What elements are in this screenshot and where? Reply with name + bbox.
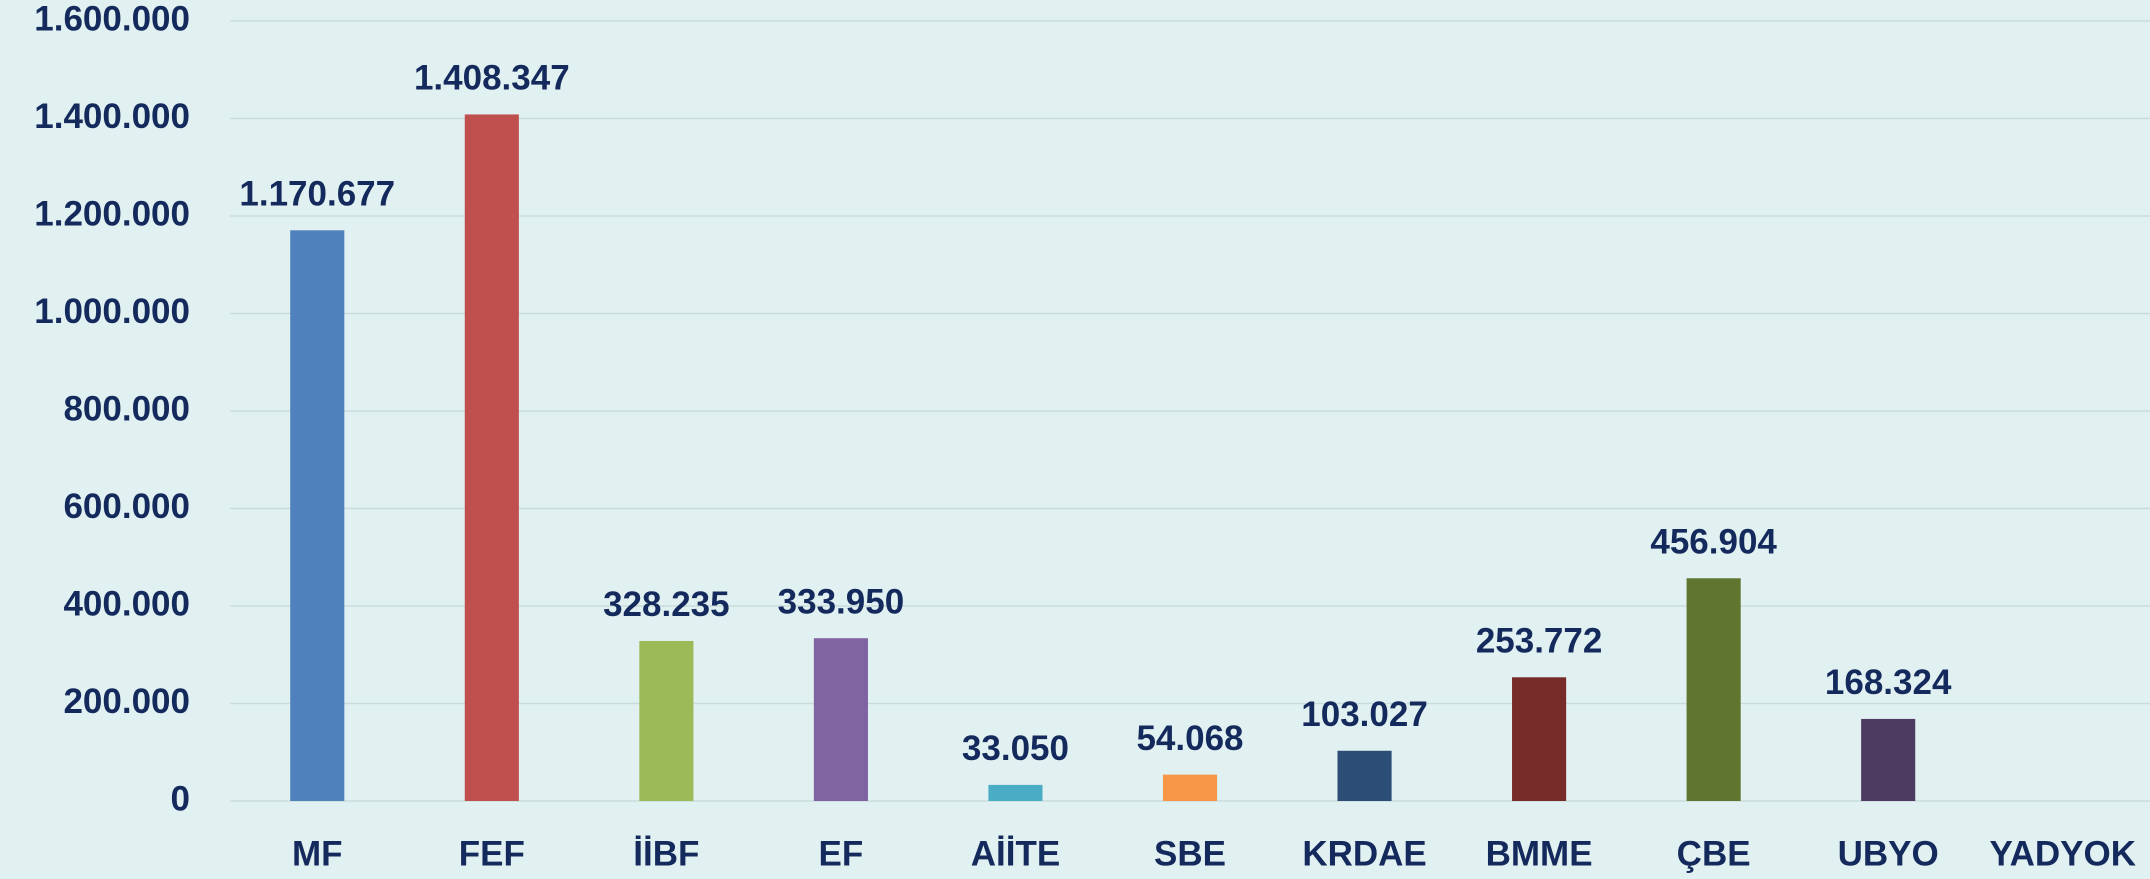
data-label: 168.324 (1825, 663, 1952, 702)
data-label: 333.950 (778, 582, 905, 621)
x-tick-label: ÇBE (1677, 834, 1751, 873)
data-label: 33.050 (962, 729, 1069, 768)
y-tick-label: 600.000 (63, 487, 190, 526)
x-tick-label: FEF (459, 834, 525, 873)
data-label: 328.235 (603, 585, 730, 624)
y-tick-label: 400.000 (63, 584, 190, 623)
y-tick-label: 1.600.000 (34, 0, 190, 38)
x-tick-label: SBE (1154, 834, 1226, 873)
data-label: 456.904 (1650, 523, 1777, 562)
bar (1162, 774, 1218, 801)
bar (1686, 578, 1741, 801)
bar (1337, 750, 1392, 801)
data-label: 54.068 (1136, 719, 1243, 758)
y-tick-label: 1.000.000 (34, 292, 190, 331)
y-tick-label: 1.200.000 (34, 194, 190, 233)
bar (464, 114, 519, 801)
x-tick-label: KRDAE (1302, 834, 1426, 873)
data-label: 1.170.677 (239, 175, 395, 214)
bar (1861, 718, 1916, 801)
bar (813, 638, 868, 801)
y-tick-label: 800.000 (63, 389, 190, 428)
data-label: 103.027 (1301, 695, 1428, 734)
x-tick-label: BMME (1486, 834, 1593, 873)
bar (290, 230, 345, 801)
x-tick-label: UBYO (1838, 834, 1939, 873)
data-label: 1.408.347 (414, 59, 570, 98)
bar (1512, 677, 1567, 801)
y-tick-label: 200.000 (63, 682, 190, 721)
x-tick-label: AİİTE (971, 834, 1060, 873)
y-tick-label: 1.400.000 (34, 97, 190, 136)
data-label: 253.772 (1476, 622, 1603, 661)
x-tick-label: EF (819, 834, 864, 873)
x-tick-label: YADYOK (1989, 834, 2136, 873)
x-tick-label: MF (292, 834, 343, 873)
bar (988, 784, 1043, 801)
y-tick-label: 0 (171, 779, 190, 818)
x-tick-label: İİBF (633, 834, 699, 873)
bar (639, 640, 694, 801)
